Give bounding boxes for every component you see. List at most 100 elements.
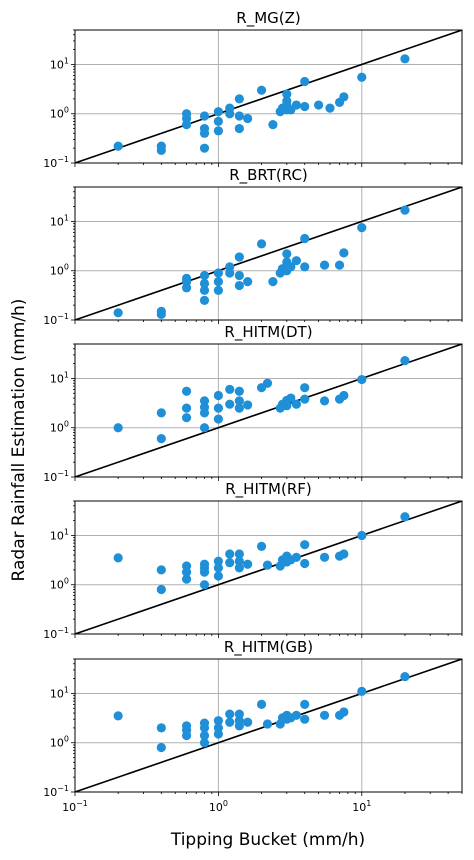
data-point (282, 96, 292, 106)
data-point (181, 413, 192, 423)
one-to-one-line (75, 30, 462, 163)
data-point (181, 561, 192, 571)
panel-title: R_HITM(RF) (225, 480, 311, 499)
data-point (300, 101, 310, 112)
data-point (156, 141, 166, 151)
data-point (243, 559, 253, 569)
data-point (213, 390, 223, 401)
data-point (213, 116, 223, 126)
data-point (225, 384, 235, 394)
data-point (181, 386, 192, 396)
data-point (234, 716, 244, 726)
data-point (319, 396, 330, 406)
data-point (234, 280, 244, 291)
data-point (199, 270, 210, 281)
data-point (357, 72, 367, 82)
y-tick-label: 100 (50, 420, 69, 435)
data-point (400, 356, 410, 366)
data-point (199, 396, 210, 406)
data-point (199, 580, 210, 590)
panel-4: 10−1 100 101 R_HITM(RF) (43, 480, 463, 641)
data-point (199, 285, 210, 295)
data-point (234, 123, 244, 134)
data-point (262, 378, 273, 388)
data-point (282, 89, 292, 99)
data-point (234, 709, 244, 719)
data-point (262, 719, 273, 729)
data-point (357, 686, 367, 697)
panel-3: 10−1 100 101 R_HITM(DT) (43, 323, 463, 484)
data-point (319, 260, 330, 270)
data-point (256, 699, 267, 709)
data-point (213, 414, 223, 424)
data-point (225, 549, 235, 559)
data-point (243, 277, 253, 287)
y-tick-label: 101 (50, 527, 69, 542)
data-point (357, 223, 367, 233)
data-point (286, 262, 296, 272)
data-point (199, 423, 210, 433)
data-point (300, 699, 310, 709)
data-point (300, 383, 310, 393)
plot-frame (74, 29, 463, 164)
data-point (225, 399, 235, 409)
data-point (213, 563, 223, 573)
data-point (334, 260, 345, 270)
x-axis-title: Tipping Bucket (mm/h) (170, 830, 365, 850)
data-point (234, 270, 244, 281)
data-point (199, 402, 210, 412)
data-point (291, 256, 302, 266)
data-point (156, 742, 166, 753)
data-point (213, 126, 223, 136)
data-point (213, 571, 223, 581)
y-tick-label: 101 (50, 370, 69, 385)
data-point (243, 113, 253, 124)
data-point (181, 109, 192, 119)
data-point (225, 262, 235, 272)
x-tick-label: 100 (209, 799, 228, 814)
data-point (234, 563, 244, 573)
panel-1: 10−1 100 101 R_MG(Z) (43, 9, 463, 170)
data-point (234, 403, 244, 413)
data-point (199, 730, 210, 741)
data-point (291, 710, 302, 720)
data-point (156, 306, 166, 316)
data-point (199, 718, 210, 728)
data-point (156, 584, 166, 595)
plot-frame (74, 658, 463, 793)
data-point (319, 710, 330, 720)
data-point (339, 248, 349, 258)
data-point (300, 233, 310, 244)
data-point (300, 262, 310, 272)
data-point (225, 558, 235, 568)
data-point (314, 100, 324, 110)
data-point (234, 549, 244, 559)
data-point (300, 76, 310, 87)
data-point (256, 239, 267, 249)
data-point (291, 100, 302, 110)
data-point (243, 400, 253, 410)
data-point (357, 374, 367, 385)
data-point (156, 565, 166, 575)
data-point (225, 103, 235, 113)
y-tick-label: 10−1 (43, 155, 69, 170)
y-tick-label: 10−1 (43, 626, 69, 641)
data-point (199, 295, 210, 305)
panel-2: 10−1 100 101 R_BRT(RC) (43, 166, 463, 327)
one-to-one-line (75, 187, 462, 320)
data-point (256, 541, 267, 551)
y-tick-label: 100 (50, 263, 69, 278)
data-point (113, 423, 123, 433)
data-point (300, 394, 310, 404)
data-point (243, 717, 253, 727)
panel-title: R_MG(Z) (236, 9, 300, 28)
y-tick-label: 101 (50, 685, 69, 700)
x-tick-label: 101 (352, 799, 371, 814)
plot-frame (74, 343, 463, 478)
data-point (339, 390, 349, 401)
data-point (300, 540, 310, 550)
data-point (181, 403, 192, 413)
data-point (268, 120, 278, 130)
y-tick-label: 10−1 (43, 784, 69, 799)
